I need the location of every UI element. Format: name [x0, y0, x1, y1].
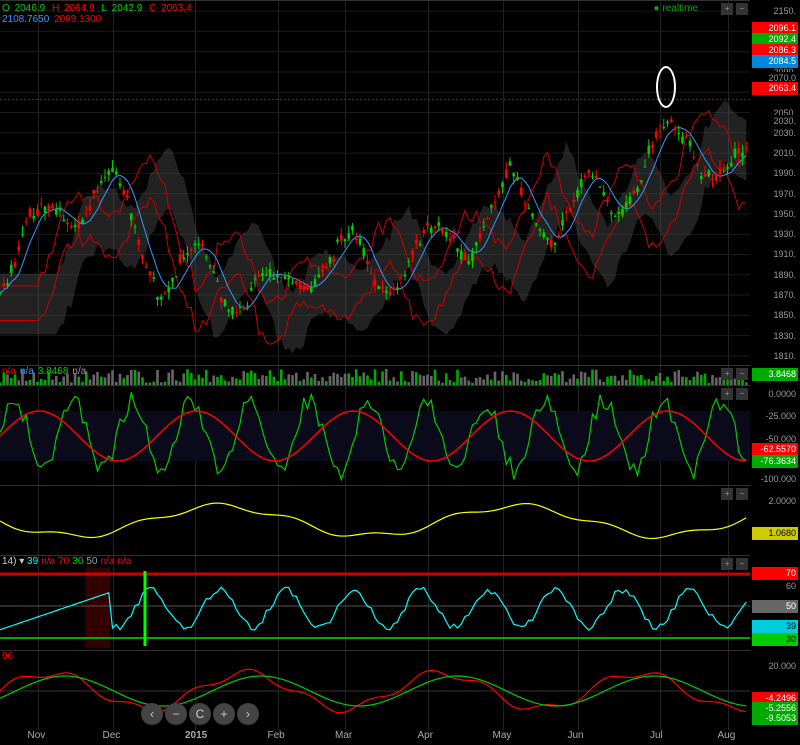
indicator-value: 2108.7650 — [2, 14, 49, 25]
oscillator-panel-4[interactable]: 96 — [0, 650, 750, 730]
y-axis-label: 2063.4 — [752, 82, 798, 95]
price-chart-svg — [0, 1, 750, 366]
y-axis-label: -9.5053 — [752, 712, 798, 725]
x-axis-label: Dec — [103, 730, 121, 741]
dropdown-icon[interactable]: ▾ — [19, 556, 24, 567]
y-axis-label: 1830. — [752, 330, 798, 343]
y-axis-label: 1.0680 — [752, 527, 798, 540]
panel-controls: + − — [721, 368, 748, 380]
expand-icon[interactable]: + — [721, 368, 733, 380]
expand-icon[interactable]: + — [721, 388, 733, 400]
x-axis-label: May — [493, 730, 512, 741]
ohlc-readout: O 2046.9 H 2064.9 L 2042.9 C 2063.4 2108… — [2, 3, 196, 25]
expand-icon[interactable]: + — [721, 558, 733, 570]
x-axis-label: Jun — [568, 730, 584, 741]
y-axis-label: -76.3634 — [752, 455, 798, 468]
x-axis-label: Mar — [335, 730, 352, 741]
y-axis-label: 1850. — [752, 309, 798, 322]
volume-panel[interactable]: n/an/a3.8468n/a + − — [0, 365, 750, 385]
nav-button[interactable]: ‹ — [141, 703, 163, 725]
panel-controls: + − — [721, 3, 748, 15]
nav-button[interactable]: + — [213, 703, 235, 725]
expand-icon[interactable]: + — [721, 3, 733, 15]
y-axis-label: 39 — [752, 620, 798, 633]
oscillator-panel-1[interactable]: + − — [0, 385, 750, 485]
chart-nav-controls: ‹−C+› — [140, 703, 260, 725]
x-axis-label: 2015 — [185, 730, 207, 741]
y-axis-label: 2.0000 — [752, 495, 798, 508]
nav-button[interactable]: C — [189, 703, 211, 725]
panel-controls: + − — [721, 388, 748, 400]
y-axis-label: 70 — [752, 567, 798, 580]
nav-button[interactable]: − — [165, 703, 187, 725]
collapse-icon[interactable]: − — [736, 388, 748, 400]
x-axis-label: Jul — [650, 730, 663, 741]
nav-button[interactable]: › — [237, 703, 259, 725]
panel-controls: + − — [721, 488, 748, 500]
y-axis-label: 2030. — [752, 115, 798, 128]
expand-icon[interactable]: + — [721, 488, 733, 500]
x-axis: Nov Dec 2015 Feb Mar Apr May Jun Jul Aug — [0, 730, 750, 745]
y-axis-label: -100.000 — [752, 473, 798, 486]
y-axis-label: 2150. — [752, 5, 798, 18]
osc1-svg — [0, 386, 750, 486]
annotation-ellipse — [656, 66, 676, 108]
y-axis-label: 0.0000 — [752, 388, 798, 401]
y-axis-label: 1870. — [752, 289, 798, 302]
oscillator-panel-2[interactable]: + − — [0, 485, 750, 555]
collapse-icon[interactable]: − — [736, 558, 748, 570]
y-axis-label: 1910. — [752, 248, 798, 261]
y-axis-label: 3.8468 — [752, 368, 798, 381]
volume-svg — [0, 366, 750, 386]
y-axis-label: 1810. — [752, 350, 798, 363]
y-axis-label: 20.000 — [752, 660, 798, 673]
volume-labels: n/an/a3.8468n/a — [2, 366, 90, 377]
chart-container: O 2046.9 H 2064.9 L 2042.9 C 2063.4 2108… — [0, 0, 800, 745]
collapse-icon[interactable]: − — [736, 368, 748, 380]
y-axis-label: -25.000 — [752, 410, 798, 423]
collapse-icon[interactable]: − — [736, 488, 748, 500]
y-axis-label: 1890. — [752, 269, 798, 282]
y-axis-label: 1950. — [752, 208, 798, 221]
price-panel[interactable]: O 2046.9 H 2064.9 L 2042.9 C 2063.4 2108… — [0, 0, 750, 365]
x-axis-label: Aug — [718, 730, 736, 741]
realtime-indicator: realtime — [653, 3, 698, 14]
y-axis-label: 50 — [752, 600, 798, 613]
y-axis-label: 1990. — [752, 167, 798, 180]
indicator-value: 2089.1300 — [54, 14, 101, 25]
y-axis-label: 2010. — [752, 147, 798, 160]
osc2-svg — [0, 486, 750, 556]
osc4-header: 96 — [2, 651, 13, 662]
osc3-header: 14) ▾ 39n/a703050n/an/a — [2, 556, 134, 567]
collapse-icon[interactable]: − — [736, 3, 748, 15]
y-axis: 2150.2130.2110.2090.2070.2050.2030.2010.… — [750, 0, 800, 730]
y-axis-label: 2084.5 — [752, 55, 798, 68]
osc4-svg — [0, 651, 750, 731]
x-axis-label: Feb — [268, 730, 285, 741]
y-axis-label: 2030. — [752, 127, 798, 140]
y-axis-label: 60 — [752, 580, 798, 593]
osc3-svg — [0, 556, 750, 651]
y-axis-label: 1930. — [752, 228, 798, 241]
x-axis-label: Nov — [28, 730, 46, 741]
x-axis-label: Apr — [418, 730, 434, 741]
oscillator-panel-3[interactable]: 14) ▾ 39n/a703050n/an/a + − — [0, 555, 750, 650]
panel-controls: + − — [721, 558, 748, 570]
y-axis-label: 1970. — [752, 188, 798, 201]
y-axis-label: 30 — [752, 633, 798, 646]
